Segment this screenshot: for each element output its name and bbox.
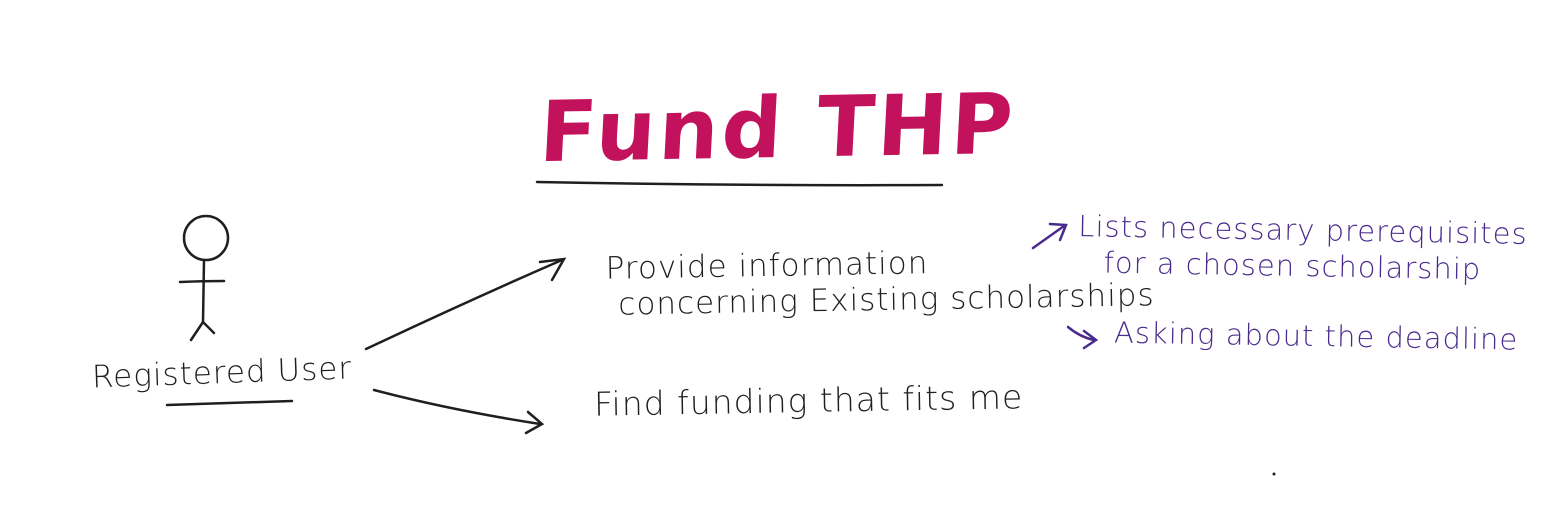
title-underline	[535, 180, 944, 187]
note-line: for a chosen scholarship	[1103, 245, 1482, 287]
arrow-to-provide-information	[364, 257, 567, 351]
diagram-title: Fund THP	[537, 74, 1019, 182]
arrow-to-find-funding	[372, 388, 545, 435]
note-deadline: Asking about the deadline	[1113, 315, 1519, 357]
arrow-to-deadline-note	[1066, 325, 1099, 350]
actor-label: Registered User	[91, 350, 353, 396]
use-case-provide-information: Provide information concerning Existing …	[605, 241, 1154, 323]
stick-figure-icon	[178, 214, 230, 342]
use-case-find-funding: Find funding that fits me	[593, 377, 1024, 424]
stray-dot	[1272, 472, 1276, 476]
note-prerequisites: Lists necessary prerequisites for a chos…	[1077, 208, 1528, 288]
actor-label-underline	[165, 399, 294, 407]
arrow-to-prerequisites-note	[1031, 222, 1068, 250]
